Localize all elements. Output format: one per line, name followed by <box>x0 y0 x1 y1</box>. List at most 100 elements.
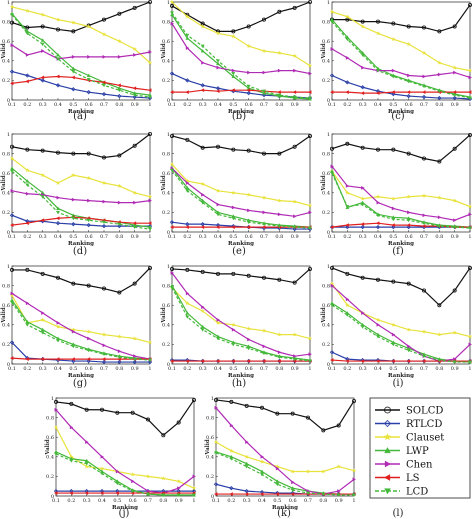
series-solcd <box>329 132 472 164</box>
data-point <box>216 59 220 63</box>
data-point <box>292 225 297 230</box>
data-point <box>231 190 236 195</box>
x-tick-label: 0.7 <box>260 234 268 240</box>
data-point <box>215 225 220 230</box>
data-point <box>452 24 457 29</box>
data-point <box>216 61 220 66</box>
data-point <box>69 491 73 495</box>
x-tick-label: 1 <box>468 102 471 108</box>
series-line <box>331 48 471 79</box>
plot-frame <box>11 265 151 365</box>
data-point <box>69 459 74 463</box>
data-point <box>55 180 61 185</box>
data-point <box>437 72 442 77</box>
y-tick-label: 1 <box>327 132 330 138</box>
series-chen <box>54 407 197 495</box>
data-point <box>452 95 457 101</box>
x-tick-label: 0.2 <box>183 102 191 108</box>
y-tick-label: 1 <box>211 396 214 402</box>
data-point <box>467 90 472 95</box>
data-point <box>292 5 297 10</box>
panel-j: 0.1 0.2 0.3 0.4 0.5 0.6 0.7 0.8 0.9 1 0 0.2 0.4 0.6 0.… <box>45 396 197 519</box>
data-point <box>117 153 122 158</box>
data-point <box>215 31 221 36</box>
data-point <box>231 205 236 210</box>
legend: SOLCD RTLCD Clauset LWP Chen LS LCD <box>369 397 471 499</box>
x-tick-label: 0.8 <box>159 498 167 504</box>
data-point <box>132 46 137 51</box>
data-point <box>407 73 411 78</box>
data-point <box>246 225 251 230</box>
y-tick-label: 0.2 <box>162 342 170 348</box>
data-point <box>406 90 411 95</box>
y-tick-label: 0.8 <box>322 151 330 157</box>
data-point <box>391 342 396 347</box>
legend-entry-rtlcd: RTLCD <box>375 419 442 430</box>
x-tick-label: 0.7 <box>100 102 108 108</box>
data-point <box>376 200 381 205</box>
x-tick-label: 0.8 <box>115 102 123 108</box>
x-tick-label: 0.3 <box>39 102 47 108</box>
x-axis-label: Ranking <box>272 505 298 511</box>
data-point <box>244 461 249 466</box>
data-point <box>467 132 472 137</box>
data-point <box>213 439 219 444</box>
data-point <box>406 151 411 156</box>
series-clauset <box>169 0 313 68</box>
x-tick-label: 0.3 <box>359 234 367 240</box>
x-tick-label: 0.5 <box>69 366 77 372</box>
x-tick-label: 0.2 <box>23 102 31 108</box>
data-point <box>185 359 189 363</box>
data-point <box>246 43 251 48</box>
data-point <box>55 357 60 362</box>
series-line <box>55 409 195 494</box>
data-point <box>437 215 442 220</box>
data-point <box>185 221 190 227</box>
data-point <box>345 141 350 146</box>
data-point <box>293 68 297 73</box>
data-point <box>102 155 107 160</box>
y-axis-label: Valid <box>321 43 327 60</box>
data-point <box>185 291 190 296</box>
data-point <box>277 68 282 73</box>
data-point <box>345 359 349 363</box>
data-point <box>244 492 249 496</box>
data-point <box>102 220 106 225</box>
series-clauset <box>169 285 313 341</box>
data-point <box>200 145 205 150</box>
data-point <box>71 216 76 221</box>
x-tick-label: 0.6 <box>245 366 253 372</box>
data-point <box>201 305 205 310</box>
series-line <box>171 72 311 99</box>
data-point <box>244 454 249 459</box>
data-point <box>169 133 174 138</box>
series-line <box>331 74 471 100</box>
series-lcd <box>330 20 472 101</box>
data-point <box>292 332 297 337</box>
data-point <box>261 275 266 280</box>
series-rtlcd <box>169 71 313 101</box>
data-point <box>132 93 137 98</box>
data-point <box>361 65 365 70</box>
data-point <box>130 410 135 415</box>
data-point <box>71 357 75 362</box>
y-tick-label: 0.6 <box>162 171 170 177</box>
data-point <box>421 224 426 229</box>
x-tick-label: 0.5 <box>69 234 77 240</box>
x-tick-label: 0.7 <box>100 366 108 372</box>
data-point <box>345 80 350 85</box>
data-point <box>85 440 89 445</box>
data-point <box>56 195 61 200</box>
data-point <box>261 328 267 333</box>
y-tick-label: 0 <box>327 362 330 368</box>
data-point <box>391 147 396 152</box>
data-point <box>132 143 137 148</box>
series-chen <box>10 43 153 61</box>
data-point <box>345 190 350 195</box>
data-point <box>185 14 190 19</box>
data-point <box>345 17 350 22</box>
y-axis-label: Valid <box>1 307 7 324</box>
series-line <box>11 301 151 361</box>
legend-label: LCD <box>406 487 428 498</box>
data-point <box>262 89 266 94</box>
